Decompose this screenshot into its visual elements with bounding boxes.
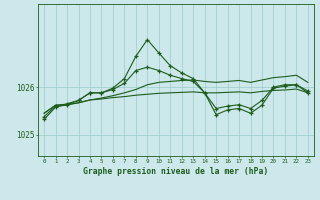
- X-axis label: Graphe pression niveau de la mer (hPa): Graphe pression niveau de la mer (hPa): [84, 167, 268, 176]
